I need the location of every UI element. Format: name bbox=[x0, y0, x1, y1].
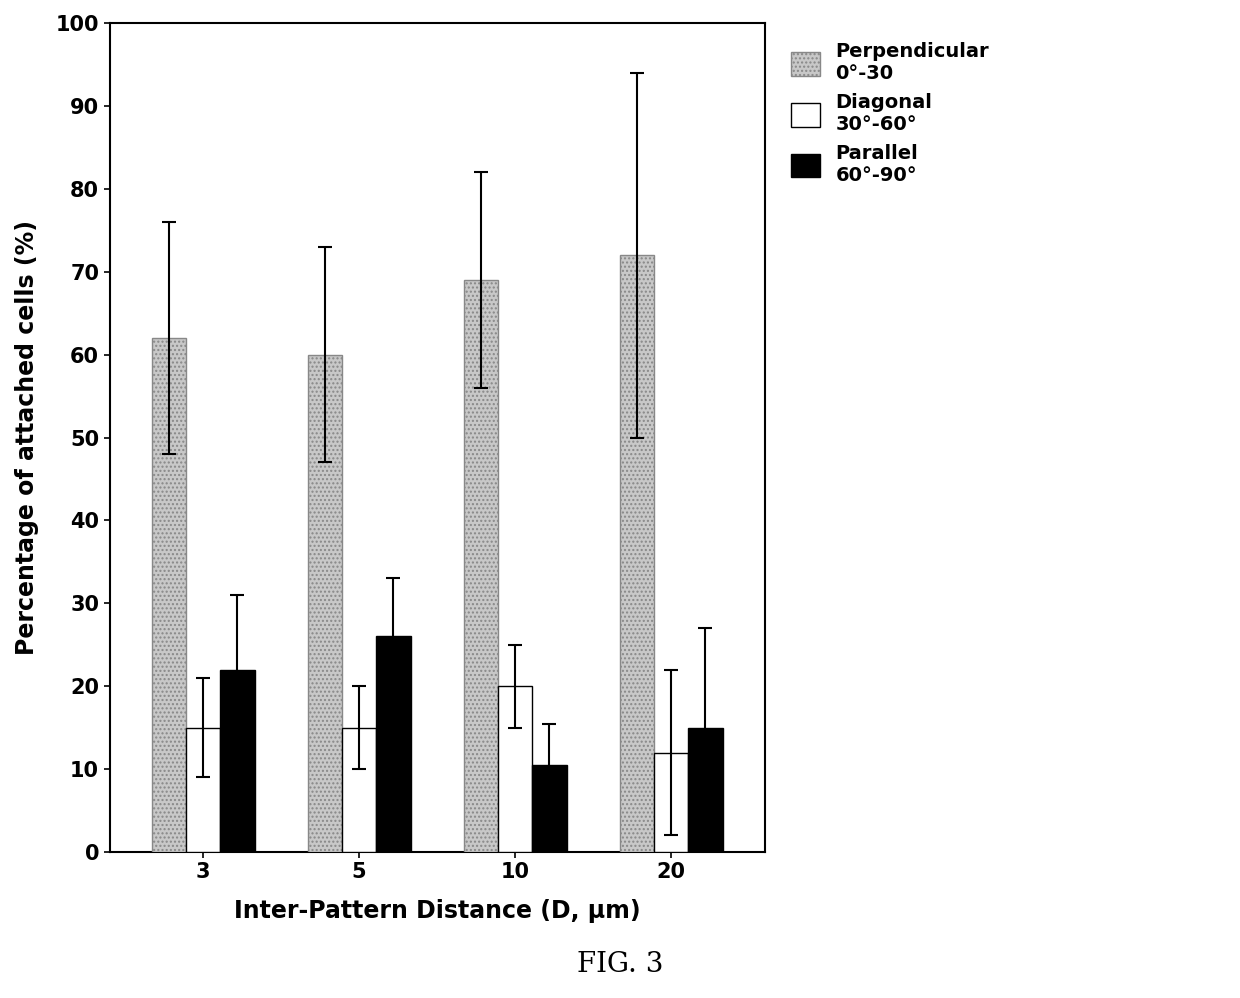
Bar bbox=[221, 670, 254, 852]
Bar bbox=[308, 354, 342, 852]
Bar bbox=[532, 765, 567, 852]
Bar bbox=[376, 637, 410, 852]
X-axis label: Inter-Pattern Distance (D, μm): Inter-Pattern Distance (D, μm) bbox=[234, 899, 640, 923]
Bar bbox=[464, 280, 498, 852]
Bar bbox=[688, 728, 723, 852]
Y-axis label: Percentage of attached cells (%): Percentage of attached cells (%) bbox=[15, 220, 38, 655]
Legend: Perpendicular
0°-30, Diagonal
30°-60°, Parallel
60°-90°: Perpendicular 0°-30, Diagonal 30°-60°, P… bbox=[781, 33, 998, 195]
Bar bbox=[151, 338, 186, 852]
Bar bbox=[620, 255, 653, 852]
Bar bbox=[653, 752, 688, 852]
Text: FIG. 3: FIG. 3 bbox=[577, 951, 663, 978]
Bar bbox=[342, 728, 376, 852]
Bar bbox=[498, 687, 532, 852]
Bar bbox=[186, 728, 221, 852]
